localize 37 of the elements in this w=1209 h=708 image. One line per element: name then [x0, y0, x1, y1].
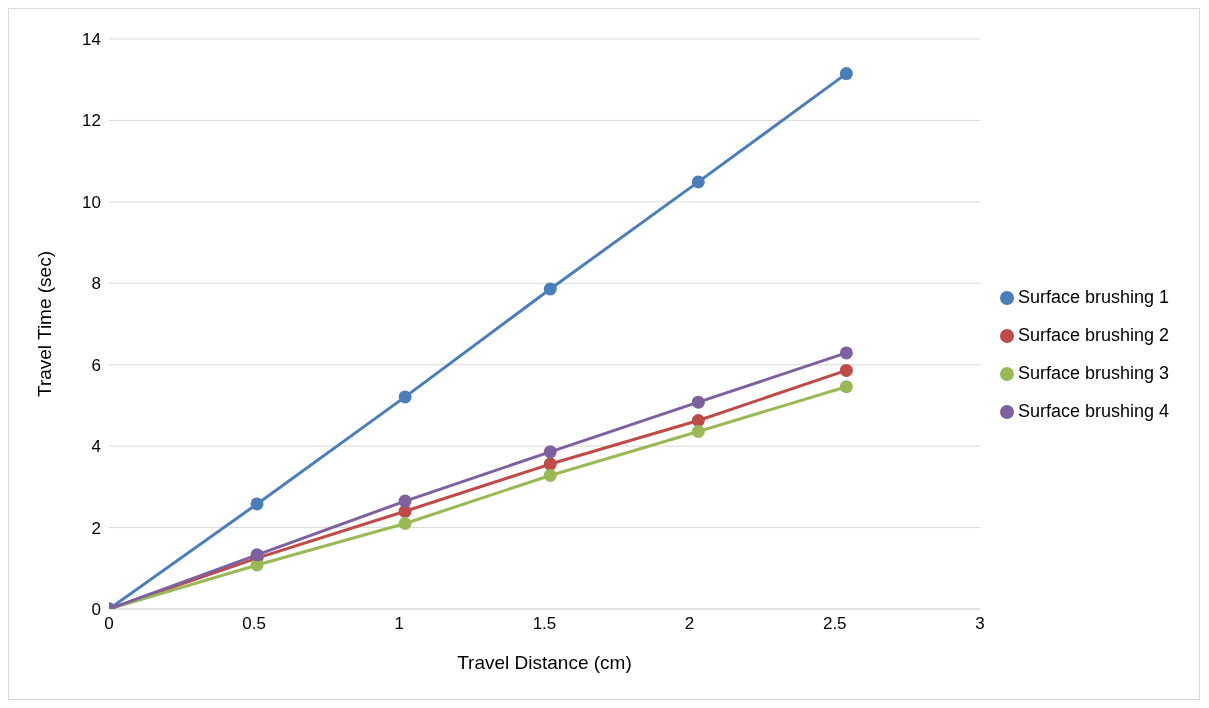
x-tick-label: 1.5	[532, 614, 557, 634]
point	[691, 424, 705, 438]
point	[543, 282, 557, 296]
point	[691, 175, 705, 189]
legend-label: Surface brushing 4	[1017, 401, 1169, 421]
legend-label: Surface brushing 3	[1017, 363, 1169, 383]
y-axis-title: Travel Time (sec)	[33, 250, 55, 398]
y-tick-label: 12	[82, 111, 101, 131]
point	[839, 363, 853, 377]
x-axis-title: Travel Distance (cm)	[457, 652, 632, 673]
point	[839, 380, 853, 394]
point	[398, 517, 412, 530]
x-tick-label: 3	[975, 614, 985, 634]
y-tick-label: 8	[91, 274, 101, 294]
point	[839, 346, 853, 360]
x-tick-label: 0	[104, 614, 114, 634]
point	[250, 497, 264, 511]
point	[398, 494, 412, 508]
legend-label: Surface brushing 1	[1017, 287, 1169, 307]
point	[691, 395, 705, 409]
y-tick-label: 6	[91, 355, 101, 375]
y-tick-label: 10	[82, 192, 101, 212]
legend-label: Surface brushing 2	[1017, 325, 1169, 345]
y-tick-label: 0	[91, 600, 101, 620]
point	[543, 457, 557, 471]
y-tick-label: 2	[91, 518, 101, 538]
point	[691, 413, 705, 427]
x-tick-label: 1	[394, 614, 405, 634]
point	[543, 468, 557, 482]
point	[839, 67, 853, 81]
x-tick-label: 0.5	[242, 614, 266, 634]
x-tick-label: 2	[684, 614, 695, 634]
point	[543, 445, 557, 459]
y-tick-label: 4	[91, 437, 101, 457]
y-tick-label: 14	[82, 30, 101, 50]
x-tick-label: 2.5	[822, 614, 847, 634]
point	[398, 390, 412, 404]
